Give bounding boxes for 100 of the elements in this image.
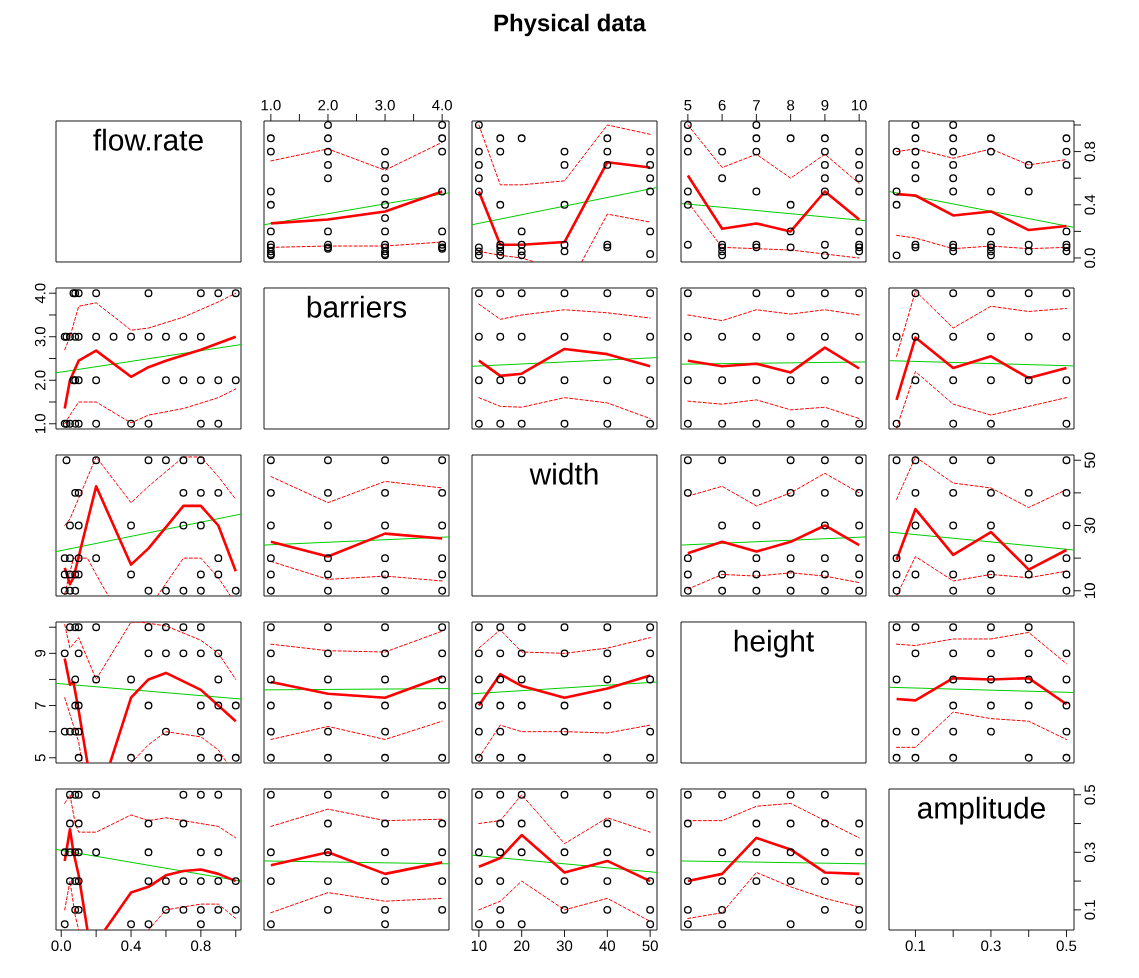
point [381,753,390,762]
point [438,819,447,828]
point [324,147,332,156]
point [718,251,727,260]
point [517,134,526,143]
point [324,521,332,530]
point [646,250,655,258]
point [74,848,83,857]
point [987,570,995,579]
point [381,187,390,196]
point [786,243,795,252]
point [231,701,240,710]
point [855,488,864,497]
point [196,586,205,595]
point [66,623,74,632]
point [1062,727,1071,736]
point [752,848,761,857]
y-tick-label: 0.1 [1084,900,1096,920]
point [911,121,920,129]
point [1024,187,1033,196]
point [266,623,275,632]
point [324,456,332,465]
point [74,488,83,497]
point [517,376,526,385]
x-tick-label: 0.0 [51,940,72,952]
point [646,753,655,762]
point [560,848,569,857]
point [381,227,390,236]
point [820,521,829,530]
point [266,790,275,799]
point [820,134,829,143]
point [683,200,692,209]
point [266,200,275,209]
point [381,623,390,632]
point [718,147,727,156]
point [496,243,505,252]
point [381,920,390,929]
point [381,848,390,857]
point [646,649,655,658]
point [752,187,761,196]
point [474,701,483,710]
point [127,521,135,530]
point [266,586,275,595]
point [127,332,135,341]
point [1062,160,1071,169]
point [144,848,153,857]
line-series [896,148,1067,166]
point [266,488,275,497]
point [1062,376,1071,385]
point [438,848,447,857]
point [266,521,275,530]
point [74,521,83,530]
point [1062,701,1071,710]
point [324,877,332,886]
point [196,727,205,736]
point [266,227,275,236]
point [911,727,920,736]
point [752,376,761,385]
point [1062,554,1071,563]
point [438,701,447,710]
line-series [64,622,237,680]
point [66,877,74,886]
point [438,147,447,156]
point [987,419,995,428]
point [603,753,612,762]
point [1024,701,1033,710]
point [92,332,101,341]
point [231,877,240,886]
point [987,251,995,260]
point [949,243,958,252]
point [560,376,569,385]
point [60,727,69,736]
point [231,376,240,385]
point [892,753,901,762]
point [162,727,170,736]
point [786,920,795,929]
text: width [529,462,598,485]
point [911,134,920,143]
point [718,905,727,914]
point [560,289,569,298]
point [820,174,829,183]
point [144,586,153,595]
point [474,243,483,252]
point [381,701,390,710]
point [60,649,69,658]
point [683,905,692,914]
y-tick-label: 0.4 [1084,194,1096,215]
point [820,848,829,857]
point [496,247,505,256]
point [438,456,447,465]
point [987,701,995,710]
point [855,376,864,385]
point [71,332,80,341]
point [718,332,727,341]
point [324,623,332,632]
point [127,570,135,579]
point [683,419,692,428]
point [266,848,275,857]
point [646,790,655,799]
point [474,877,483,886]
